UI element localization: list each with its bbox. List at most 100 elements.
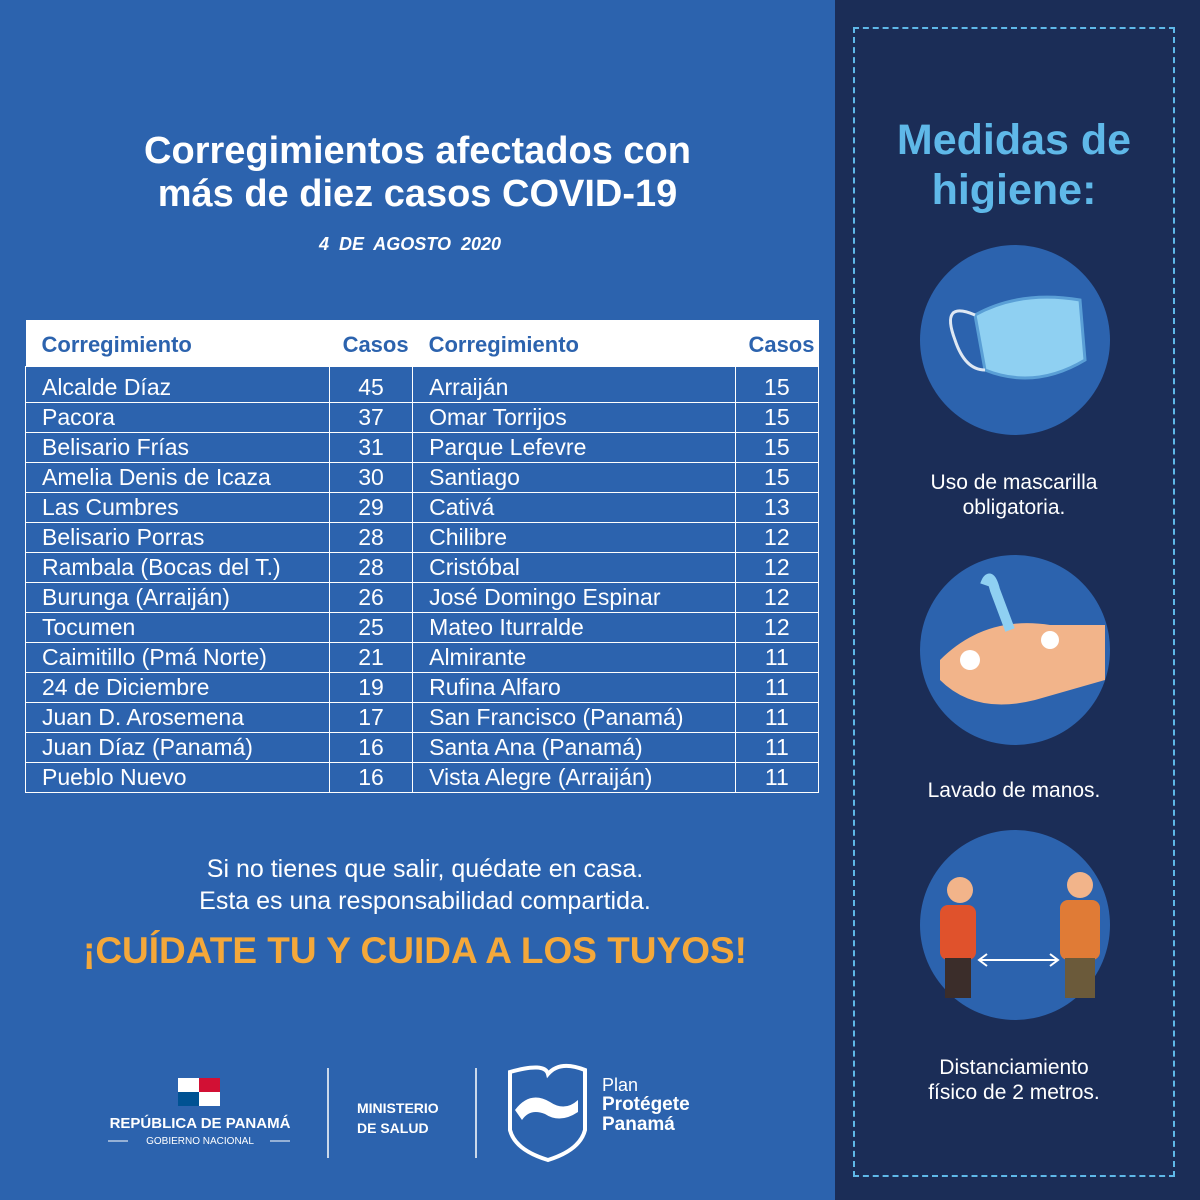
corregimiento: Santa Ana (Panamá) [412, 732, 736, 763]
corregimiento: Vista Alegre (Arraiján) [412, 762, 736, 793]
corregimiento: Mateo Iturralde [412, 612, 736, 643]
corregimiento: Pacora [25, 402, 330, 433]
corregimiento: Rufina Alfaro [412, 672, 736, 703]
logos [108, 1063, 587, 1163]
table-row: Alcalde Díaz 45 Arraiján 15 [25, 366, 820, 403]
case-count: 16 [328, 732, 414, 763]
table-row: Rambala (Bocas del T.) 28 Cristóbal 12 [25, 552, 820, 583]
corregimiento: Cristóbal [412, 552, 736, 583]
message: Si no tienes que salir, quédate en casa.… [0, 853, 850, 917]
republica: REPÚBLICA DE PANAMÁ [109, 1115, 291, 1132]
table-header: Corregimiento Casos Corregimiento Casos [25, 320, 819, 367]
measure: Lavado de manos. [853, 778, 1175, 803]
measure-line: Uso de mascarilla [930, 471, 1098, 494]
column-header: Corregimiento [412, 320, 736, 367]
case-count: 12 [734, 522, 820, 553]
gobierno: GOBIERNO NACIONAL [146, 1136, 254, 1147]
case-count: 12 [734, 552, 820, 583]
corregimiento: Parque Lefevre [412, 432, 736, 463]
measure: Uso de mascarilla obligatoria. [853, 470, 1175, 520]
table-row: Juan Díaz (Panamá) 16 Santa Ana (Panamá) 11 [25, 732, 820, 763]
table-row: Juan D. Arosemena 17 San Francisco (Panamá… [25, 702, 820, 733]
corregimiento: Amelia Denis de Icaza [25, 462, 330, 493]
title: Corregimientos afectados con más de diez… [0, 130, 835, 216]
case-count: 15 [734, 462, 820, 493]
distance-icon [940, 872, 1100, 998]
case-count: 11 [734, 672, 820, 703]
measure-line: obligatoria. [962, 496, 1066, 519]
plan: Plan [602, 1075, 639, 1095]
hands-icon [940, 573, 1105, 705]
title-line: más de diez casos COVID-19 [157, 173, 678, 215]
case-count: 17 [328, 702, 414, 733]
sidebar-title-line: higiene: [931, 166, 1097, 214]
ministerio-line: DE SALUD [357, 1120, 429, 1136]
case-count: 28 [328, 552, 414, 583]
panama: Panamá [602, 1114, 675, 1135]
case-count: 12 [734, 612, 820, 643]
ministerio-line: MINISTERIO [357, 1100, 439, 1116]
icons [920, 245, 1110, 1020]
corregimiento: Pueblo Nuevo [25, 762, 330, 793]
case-count: 28 [328, 522, 414, 553]
corregimiento: Juan D. Arosemena [25, 702, 330, 733]
table-row: Belisario Frías 31 Parque Lefevre 15 [25, 432, 820, 463]
sidebar-title: Medidas de higiene: [853, 115, 1175, 215]
corregimiento: Arraiján [412, 366, 736, 403]
protegete: Protégete [602, 1094, 690, 1115]
case-count: 11 [734, 762, 820, 793]
date: 4 DE AGOSTO 2020 [318, 234, 502, 254]
case-count: 15 [734, 366, 820, 403]
corregimiento: 24 de Diciembre [25, 672, 330, 703]
corregimiento: Santiago [412, 462, 736, 493]
corregimiento: José Domingo Espinar [412, 582, 736, 613]
table-row: Pueblo Nuevo 16 Vista Alegre (Arraiján) 11 [25, 762, 820, 793]
case-count: 15 [734, 432, 820, 463]
flag [178, 1078, 220, 1106]
case-count: 21 [328, 642, 414, 673]
column-header: Casos [329, 320, 413, 367]
message-line: Esta es una responsabilidad compartida. [199, 887, 651, 915]
column-header: Corregimiento [25, 320, 330, 367]
case-count: 16 [328, 762, 414, 793]
case-count: 19 [328, 672, 414, 703]
corregimiento: Chilibre [412, 522, 736, 553]
sidebar-title-line: Medidas de [896, 116, 1132, 164]
measure-line: Lavado de manos. [927, 779, 1101, 802]
ministerio: MINISTERIO DE SALUD [357, 1098, 439, 1138]
case-count: 37 [328, 402, 414, 433]
column-header: Casos [735, 320, 819, 367]
cases-table: Corregimiento Casos Corregimiento Casos Alc… [25, 320, 820, 793]
corregimiento: Juan Díaz (Panamá) [25, 732, 330, 763]
shield [508, 1063, 587, 1163]
corregimiento: Burunga (Arraiján) [25, 582, 330, 613]
corregimiento: Alcalde Díaz [25, 366, 330, 403]
table-row: Burunga (Arraiján) 26 José Domingo Espinar… [25, 582, 820, 613]
table-row: Tocumen 25 Mateo Iturralde 12 [25, 612, 820, 643]
case-count: 15 [734, 402, 820, 433]
corregimiento: Tocumen [25, 612, 330, 643]
title-line: Corregimientos afectados con [144, 130, 691, 172]
corregimiento: Belisario Frías [25, 432, 330, 463]
case-count: 30 [328, 462, 414, 493]
message-line: Si no tienes que salir, quédate en casa. [206, 855, 644, 883]
corregimiento: Cativá [412, 492, 736, 523]
measure-line: Distanciamiento [939, 1056, 1089, 1079]
case-count: 11 [734, 702, 820, 733]
plan-logo: Plan Protégete Panamá [602, 1075, 690, 1135]
case-count: 29 [328, 492, 414, 523]
table-row: Pacora 37 Omar Torrijos 15 [25, 402, 820, 433]
corregimiento: Almirante [412, 642, 736, 673]
case-count: 11 [734, 732, 820, 763]
case-count: 11 [734, 642, 820, 673]
case-count: 45 [328, 366, 414, 403]
measure-line: físico de 2 metros. [928, 1081, 1100, 1104]
table-row: Amelia Denis de Icaza 30 Santiago 15 [25, 462, 820, 493]
table-row: 24 de Diciembre 19 Rufina Alfaro 11 [25, 672, 820, 703]
case-count: 26 [328, 582, 414, 613]
table-row: Caimitillo (Pmá Norte) 21 Almirante 11 [25, 642, 820, 673]
table-row: Las Cumbres 29 Cativá 13 [25, 492, 820, 523]
corregimiento: Omar Torrijos [412, 402, 736, 433]
corregimiento: Las Cumbres [25, 492, 330, 523]
